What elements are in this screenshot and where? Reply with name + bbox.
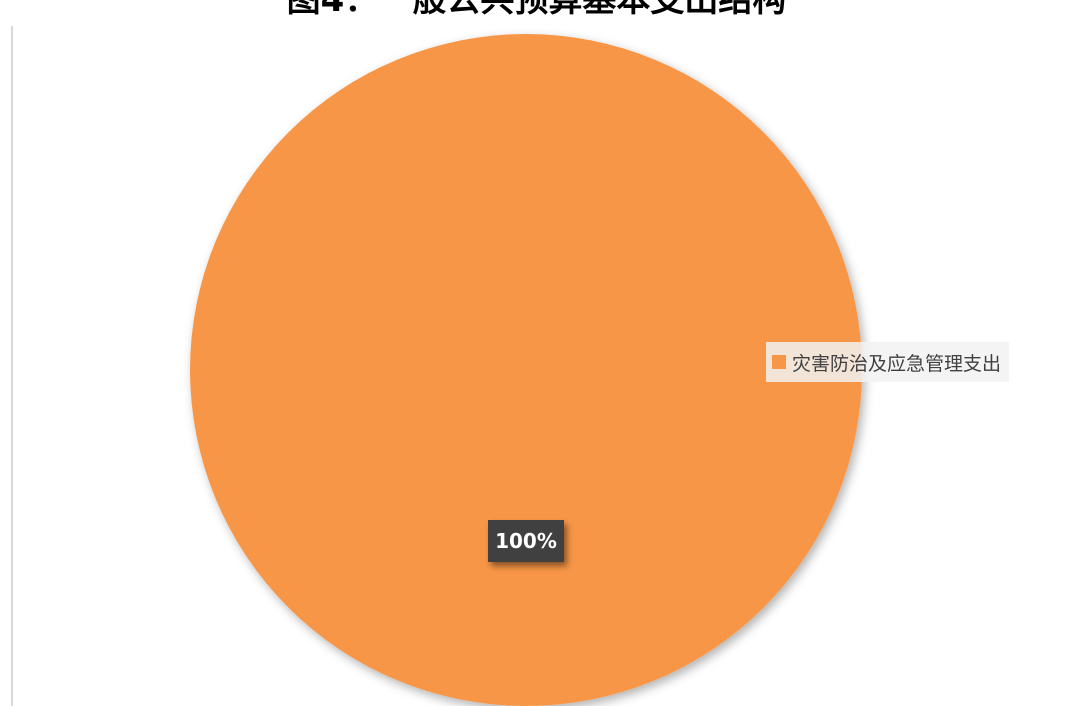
slice-data-label: 100%: [488, 520, 564, 562]
chart-title: 图4：一般公共预算基本支出结构: [286, 0, 787, 20]
legend-entry-label: 灾害防治及应急管理支出: [792, 352, 1002, 375]
chart-frame-border: [11, 26, 13, 706]
pie-slice-1: [190, 34, 862, 706]
legend-swatch: [772, 355, 786, 369]
chart-legend: 灾害防治及应急管理支出: [766, 342, 1010, 382]
